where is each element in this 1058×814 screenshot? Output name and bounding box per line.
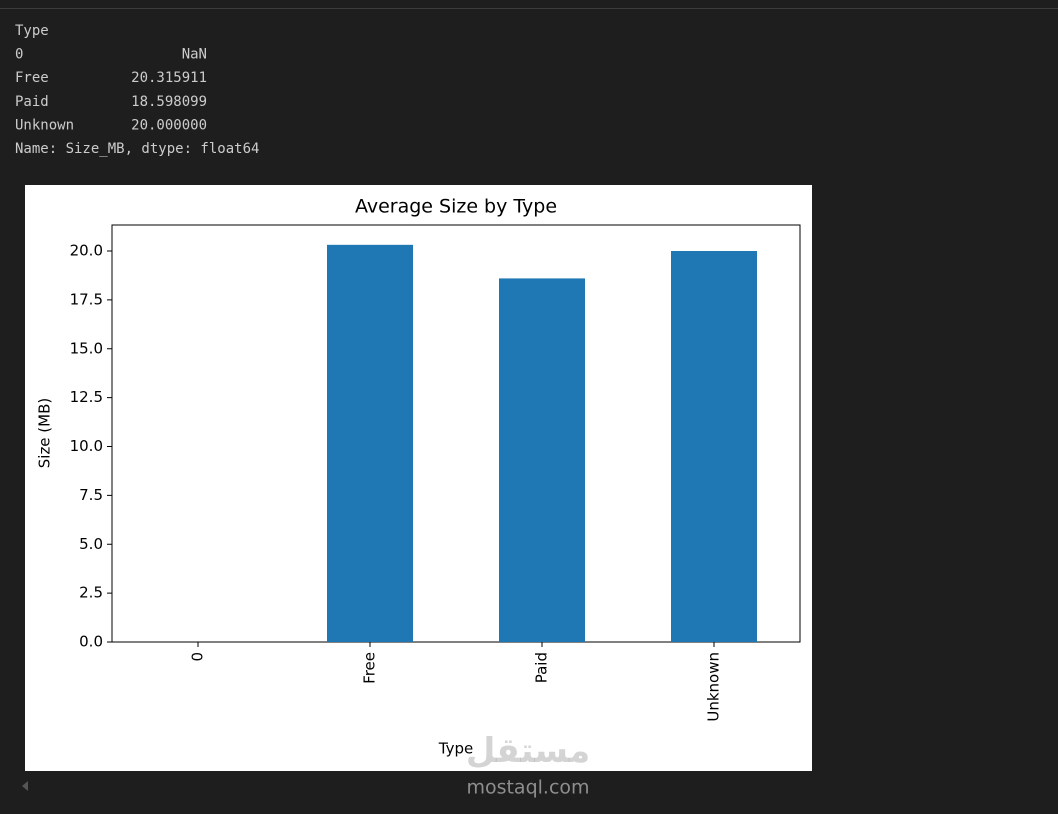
y-tick-label: 15.0 <box>70 339 103 357</box>
plot-frame <box>111 224 801 643</box>
bar <box>671 251 757 642</box>
y-tick-label: 20.0 <box>70 242 103 260</box>
console-value: 20.000000 <box>131 117 207 133</box>
console-index: 0 <box>15 47 23 63</box>
bar <box>327 244 413 642</box>
console-index: Paid <box>15 94 49 110</box>
x-axis-label: Type <box>438 740 473 758</box>
y-axis-label: Size (MB) <box>36 398 54 469</box>
console-line: Type <box>15 23 49 39</box>
scroll-arrow[interactable] <box>22 781 28 791</box>
x-tick-label: Unknown <box>705 652 723 722</box>
bar <box>499 278 585 642</box>
y-tick-label: 0.0 <box>79 633 103 651</box>
console-line: Name: Size_MB, dtype: float64 <box>15 141 259 157</box>
watermark-latin: mostaql.com <box>466 777 589 799</box>
console-value: 20.315911 <box>131 70 207 86</box>
watermark-arabic: مستقل <box>466 731 590 771</box>
console-value: NaN <box>182 47 207 63</box>
y-tick-label: 5.0 <box>79 535 103 553</box>
console-index: Free <box>15 70 49 86</box>
y-tick-label: 17.5 <box>70 290 103 308</box>
chart-title: Average Size by Type <box>355 196 557 218</box>
y-tick-label: 2.5 <box>79 584 103 602</box>
y-tick-label: 7.5 <box>79 486 103 504</box>
y-tick-label: 12.5 <box>70 388 103 406</box>
x-tick-label: Free <box>361 652 379 684</box>
console-value: 18.598099 <box>131 94 207 110</box>
console-index: Unknown <box>15 117 74 133</box>
x-tick-label: Paid <box>533 652 551 683</box>
y-tick-label: 10.0 <box>70 437 103 455</box>
x-tick-label: 0 <box>189 652 207 662</box>
